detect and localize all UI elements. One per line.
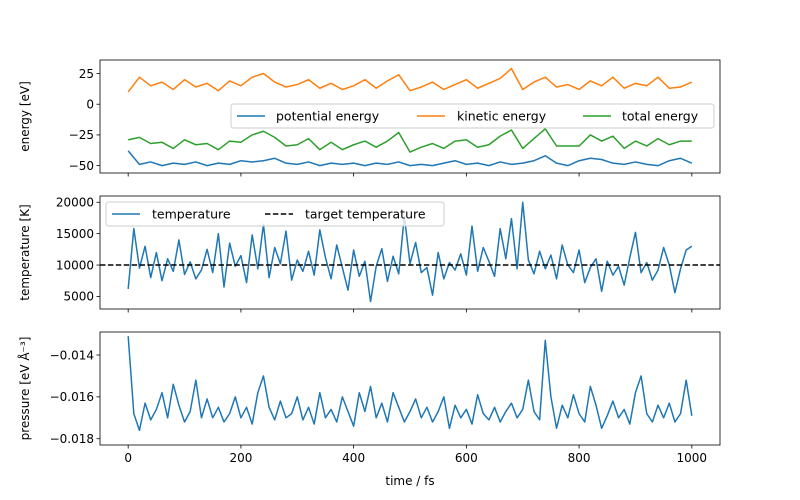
y-tick-label: 25: [79, 67, 94, 81]
x-axis-label: time / fs: [385, 474, 434, 488]
x-tick-label: 800: [568, 451, 591, 465]
axes-frame: [99, 59, 721, 174]
y-tick-label: −0.014: [50, 348, 94, 362]
x-tick-label: 0: [124, 451, 132, 465]
y-tick-label: −50: [69, 159, 94, 173]
y-axis-label: pressure [eV Å⁻³]: [17, 337, 32, 441]
x-tick-label: 200: [229, 451, 252, 465]
x-tick-label: 1000: [677, 451, 708, 465]
pressure-line: [127, 336, 693, 432]
temperature-panel: 5000 10000 15000 20000 temperature [K] temper…: [18, 195, 721, 313]
y-tick-label: 15000: [56, 227, 94, 241]
energy-panel: −50 −25 0 25 energy [eV] potential energy kine…: [18, 59, 721, 177]
total-energy-line: [128, 128, 692, 153]
x-tick-label: 600: [455, 451, 478, 465]
legend-box: [230, 103, 715, 129]
legend-label: potential energy: [276, 109, 380, 124]
kinetic-energy-line: [127, 67, 693, 93]
temperature-line: [127, 201, 693, 303]
y-tick-label: −25: [69, 128, 94, 142]
legend-label: temperature: [152, 207, 231, 222]
potential-energy-line: [127, 150, 693, 167]
legend-label: target temperature: [305, 207, 426, 222]
legend: potential energy kinetic energy total ener…: [230, 103, 715, 129]
y-axis-label: energy [eV]: [18, 81, 32, 152]
y-tick-label: 5000: [63, 290, 94, 304]
y-tick-label: 20000: [56, 196, 94, 210]
pressure-panel: −0.018 −0.016 −0.014 0 200 400 600 800 1000 press…: [17, 331, 721, 488]
axes-frame: [99, 331, 721, 446]
y-tick-label: −0.016: [50, 390, 94, 404]
x-tick-label: 400: [342, 451, 365, 465]
y-axis-label: temperature [K]: [18, 204, 32, 300]
axes-frame: [99, 195, 721, 310]
y-tick-label: 10000: [56, 258, 94, 272]
y-tick-label: −0.018: [50, 432, 94, 446]
y-tick-label: 0: [86, 98, 94, 112]
legend: temperature target temperature: [105, 201, 445, 227]
legend-label: kinetic energy: [457, 109, 547, 124]
legend-label: total energy: [622, 109, 699, 124]
